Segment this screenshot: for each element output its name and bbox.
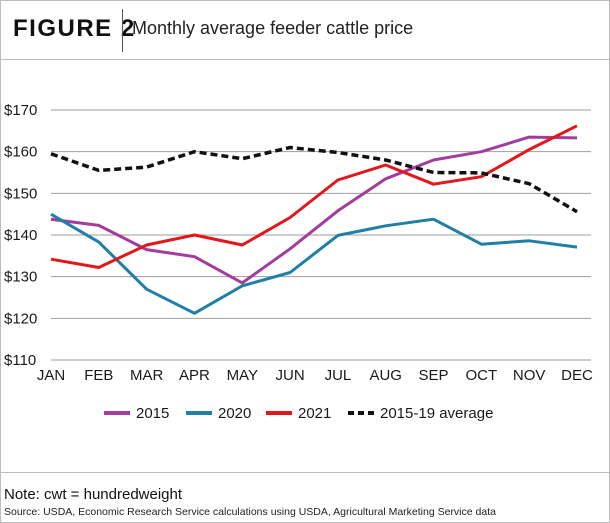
y-tick-label: $170 [4,102,37,119]
footer-divider [1,472,609,473]
x-tick-label: DEC [561,367,593,384]
legend-label: 2021 [298,405,331,422]
note-text: Note: cwt = hundredweight [4,486,183,503]
legend: 2015 2020 2021 2015-19 average [104,405,493,422]
figure-label: FIGURE 2 [13,15,136,42]
x-tick-label: FEB [84,367,113,384]
x-tick-label: APR [179,367,210,384]
y-tick-label: $150 [4,185,37,202]
figure-header: FIGURE 2 Monthly average feeder cattle p… [1,1,609,60]
y-tick-label: $160 [4,144,37,161]
series-line [50,145,578,214]
y-tick-label: $140 [4,227,37,244]
source-text: Source: USDA, Economic Research Service … [4,506,496,518]
y-tick-label: $110 [4,352,36,369]
header-divider [122,9,123,52]
series-line [50,124,578,269]
legend-label: 2015-19 average [380,405,493,422]
gridlines [51,109,591,361]
series-line [50,212,578,315]
x-tick-label: JUL [325,367,352,384]
line-chart: $110 $120 $130 $140 $150 $160 $170 JAN FEB MAR AP… [4,102,593,422]
legend-label: 2020 [218,405,251,422]
x-tick-label: NOV [513,367,546,384]
y-axis-ticks: $110 $120 $130 $140 $150 $160 $170 [4,102,37,369]
x-tick-label: JUN [276,367,305,384]
series-line [50,135,578,285]
series-lines [50,124,578,315]
x-axis-ticks: JAN FEB MAR APR MAY JUN JUL AUG SEP OCT NOV DEC [37,367,593,384]
y-tick-label: $120 [4,310,37,327]
x-tick-label: JAN [37,367,65,384]
x-tick-label: MAR [130,367,164,384]
x-tick-label: AUG [369,367,402,384]
legend-label: 2015 [136,405,169,422]
x-tick-label: SEP [419,367,449,384]
figure-title: Monthly average feeder cattle price [132,18,414,38]
x-tick-label: OCT [466,367,498,384]
x-tick-label: MAY [227,367,258,384]
y-tick-label: $130 [4,269,37,286]
